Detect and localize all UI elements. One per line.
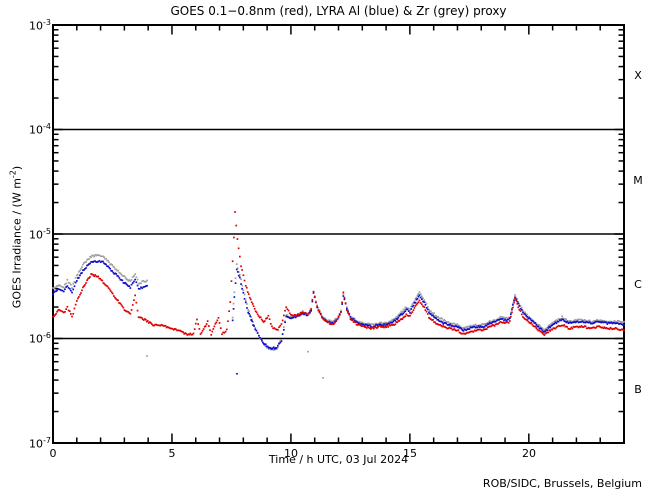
x-axis-tick-label: 5 xyxy=(168,447,176,460)
chart-title: GOES 0.1−0.8nm (red), LYRA Al (blue) & Z… xyxy=(170,4,507,18)
x-axis-tick-label: 15 xyxy=(403,447,417,460)
x-axis-title: Time / h UTC, 03 Jul 2024 xyxy=(268,453,409,466)
y-axis-tick-label: 10-7 xyxy=(29,436,51,451)
y-axis-tick-label: 10-6 xyxy=(29,331,51,346)
y-axis-title: GOES Irradiance / (W m-2) xyxy=(8,165,24,309)
flare-class-label-b: B xyxy=(634,383,642,396)
x-axis-tick-label: 10 xyxy=(284,447,298,460)
flare-class-label-m: M xyxy=(633,174,643,187)
flare-class-label-c: C xyxy=(634,278,642,291)
x-axis-tick-label: 20 xyxy=(522,447,536,460)
y-axis-tick-label: 10-3 xyxy=(29,18,51,33)
flare-class-label-x: X xyxy=(634,69,642,82)
y-axis-tick-label: 10-5 xyxy=(29,227,51,242)
x-axis-tick-label: 0 xyxy=(49,447,57,460)
y-axis-tick-label: 10-4 xyxy=(29,122,51,137)
credit-label: ROB/SIDC, Brussels, Belgium xyxy=(482,477,642,490)
